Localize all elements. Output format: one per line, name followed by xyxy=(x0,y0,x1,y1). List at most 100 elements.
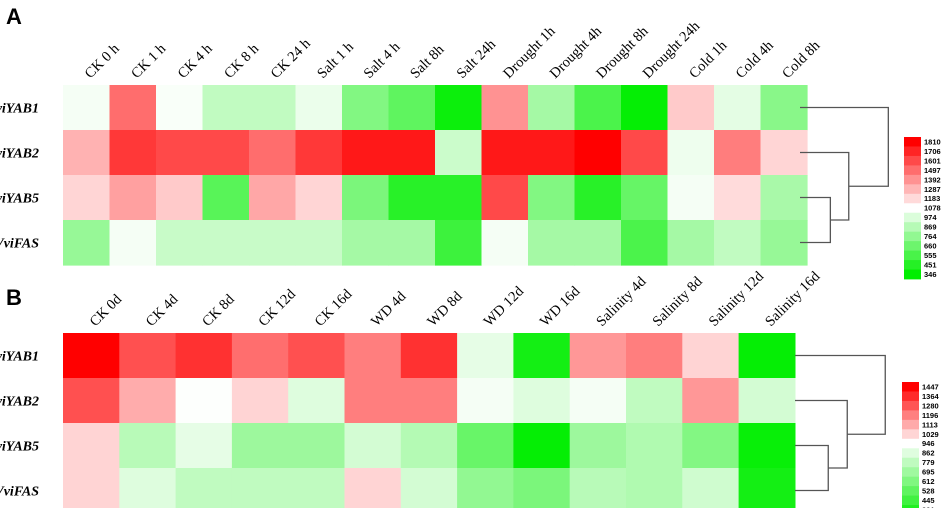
legend-swatch xyxy=(904,212,921,223)
heatmap-cell xyxy=(621,175,669,221)
heatmap-cell xyxy=(342,85,390,131)
color-legend: 1810170616011497139212871183107897486976… xyxy=(904,137,941,280)
heatmap-cell xyxy=(156,85,204,131)
legend-swatch xyxy=(904,137,921,147)
legend-tick-label: 1183 xyxy=(924,194,940,203)
legend-tick-label: 451 xyxy=(924,261,937,270)
legend-tick-label: 1364 xyxy=(922,392,940,401)
column-label: Salinity 12d xyxy=(706,268,768,330)
legend-swatch xyxy=(904,165,921,176)
heatmap-cell xyxy=(109,220,157,266)
legend-tick-label: 1280 xyxy=(922,401,939,410)
heatmap-cell xyxy=(528,85,576,131)
heatmap-cell xyxy=(682,378,740,424)
heatmap-cell xyxy=(714,220,762,266)
heatmap-cell xyxy=(342,175,390,221)
heatmap-cell xyxy=(63,220,111,266)
legend-tick-label: 1392 xyxy=(924,175,941,184)
heatmap-cell xyxy=(63,423,120,469)
heatmap-cell xyxy=(400,378,458,424)
heatmap-cell xyxy=(738,423,796,469)
column-label: WD 16d xyxy=(537,283,584,330)
legend-tick-label: 660 xyxy=(924,242,937,251)
legend-swatch xyxy=(904,146,921,157)
heatmap-cell xyxy=(513,468,571,508)
panel-letter: A xyxy=(6,4,22,29)
legend-swatch xyxy=(904,193,921,204)
heatmap-cell xyxy=(63,85,111,131)
heatmap-cell xyxy=(621,130,669,176)
legend-tick-label: 764 xyxy=(924,232,937,241)
column-label: WD 12d xyxy=(481,283,528,330)
column-label: WD 8d xyxy=(424,288,466,330)
heatmap-cell xyxy=(288,333,346,379)
heatmap-cell xyxy=(574,130,622,176)
heatmap-cell xyxy=(714,175,762,221)
heatmap-cell xyxy=(342,130,390,176)
dendrogram xyxy=(800,106,889,244)
legend-swatch xyxy=(902,476,919,487)
legend-swatch xyxy=(902,410,919,421)
legend-tick-label: 1447 xyxy=(922,382,939,391)
heatmap-cell xyxy=(249,220,297,266)
heatmap-cell xyxy=(295,220,343,266)
legend-swatch xyxy=(904,184,921,195)
legend-swatch xyxy=(902,457,919,468)
heatmap-cell xyxy=(109,130,157,176)
row-label: VviYAB2 xyxy=(0,395,39,410)
heatmap-cell xyxy=(202,130,250,176)
heatmap-cell xyxy=(202,85,250,131)
column-label: CK 0d xyxy=(87,291,126,330)
heatmap-cell xyxy=(288,423,346,469)
heatmap-cell xyxy=(249,85,297,131)
heatmap-cell xyxy=(202,220,250,266)
column-label: WD 4d xyxy=(368,288,410,330)
legend-tick-label: 1078 xyxy=(924,204,941,213)
heatmap-cell xyxy=(344,468,402,508)
legend-tick-label: 869 xyxy=(924,223,937,232)
column-label: Cold 1h xyxy=(686,37,731,82)
legend-swatch xyxy=(902,391,919,402)
heatmap-cell xyxy=(119,468,177,508)
heatmap-cell xyxy=(175,378,233,424)
column-label: CK 8 h xyxy=(221,40,262,81)
heatmap-panel-a: A CK 0 h CK 1 h CK 4 h CK 8 h CK 24 h Salt 1 h… xyxy=(0,4,941,280)
legend-tick-label: 346 xyxy=(924,270,937,279)
heatmap-cell xyxy=(63,378,120,424)
legend-swatch xyxy=(904,260,921,270)
heatmap-cell xyxy=(481,130,529,176)
heatmap-cell xyxy=(156,175,204,221)
heatmap-cell xyxy=(760,175,808,221)
heatmap-cell xyxy=(63,468,120,508)
column-label: CK 1 h xyxy=(128,40,169,81)
heatmap-cell xyxy=(513,378,571,424)
heatmap-cell xyxy=(400,468,458,508)
legend-tick-label: 946 xyxy=(922,439,935,448)
heatmap-cell xyxy=(119,378,177,424)
row-label: VviFAS xyxy=(0,237,39,252)
heatmap-cell xyxy=(574,175,622,221)
heatmap-cells xyxy=(63,85,808,266)
row-label: VviYAB5 xyxy=(0,192,39,207)
heatmap-cell xyxy=(388,85,436,131)
heatmap-cell xyxy=(569,333,627,379)
column-label: CK 24 h xyxy=(268,35,315,82)
column-label: Cold 4h xyxy=(733,37,778,82)
legend-swatch xyxy=(904,222,921,233)
legend-tick-label: 862 xyxy=(922,449,935,458)
heatmap-cell xyxy=(231,378,289,424)
legend-tick-label: 361 xyxy=(922,506,935,508)
row-label: VviYAB1 xyxy=(0,350,39,365)
heatmap-cell xyxy=(528,220,576,266)
heatmap-cell xyxy=(175,333,233,379)
heatmap-cell xyxy=(569,423,627,469)
heatmap-cell xyxy=(344,378,402,424)
legend-swatch xyxy=(902,448,919,459)
heatmap-cell xyxy=(682,468,740,508)
legend-swatch xyxy=(902,467,919,478)
heatmap-cell xyxy=(435,85,483,131)
heatmap-cell xyxy=(388,130,436,176)
column-label: Salinity 8d xyxy=(650,273,707,330)
heatmap-cell xyxy=(231,333,289,379)
